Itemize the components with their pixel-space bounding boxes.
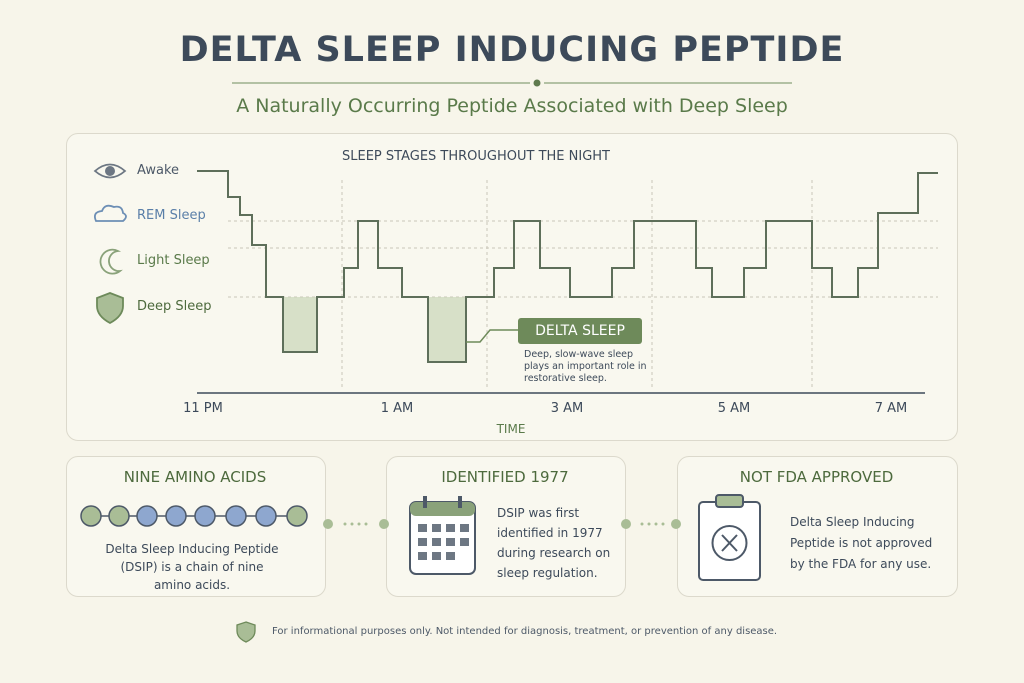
card-title: NINE AMINO ACIDS	[123, 468, 267, 486]
deep-fill	[283, 297, 466, 362]
calendar-icon	[409, 496, 476, 575]
clipboard-icon	[698, 494, 761, 581]
hypnogram	[197, 170, 938, 363]
footer-note: For informational purposes only. Not int…	[272, 626, 778, 637]
card-panel	[66, 456, 326, 597]
title-rule	[232, 79, 792, 87]
time-label: 11 PM	[183, 401, 223, 416]
chart-panel	[66, 133, 958, 441]
time-label: 7 AM	[874, 401, 908, 416]
time-label: 5 AM	[717, 401, 751, 416]
card-connectors	[323, 519, 681, 529]
card-text: Delta Sleep Inducing Peptide (DSIP) is a…	[105, 542, 279, 592]
footer-shield	[236, 621, 256, 643]
card-text: Delta Sleep Inducing Peptide is not appr…	[790, 515, 933, 571]
callout-title: DELTA SLEEP	[535, 323, 625, 339]
stage-label: Light Sleep	[137, 253, 210, 268]
stage-label: Awake	[137, 163, 180, 178]
stage-label: REM Sleep	[137, 208, 206, 223]
subtitle: A Naturally Occurring Peptide Associated…	[236, 95, 788, 117]
card-title: NOT FDA APPROVED	[739, 468, 894, 486]
card-title: IDENTIFIED 1977	[441, 468, 569, 486]
page-title: DELTA SLEEP INDUCING PEPTIDE	[179, 30, 845, 70]
time-label: 3 AM	[550, 401, 584, 416]
stage-label: Deep Sleep	[137, 299, 212, 314]
stage-icons	[93, 163, 127, 325]
x-axis-label: TIME	[496, 422, 526, 436]
time-label: 1 AM	[380, 401, 414, 416]
callout-connector	[466, 329, 518, 343]
callout-box	[518, 318, 642, 344]
amino-chain	[80, 505, 308, 527]
card-text: DSIP was first identified in 1977 during…	[497, 506, 611, 580]
chart-title: SLEEP STAGES THROUGHOUT THE NIGHT	[342, 149, 610, 164]
callout-text: Deep, slow-wave sleep plays an important…	[524, 349, 647, 384]
